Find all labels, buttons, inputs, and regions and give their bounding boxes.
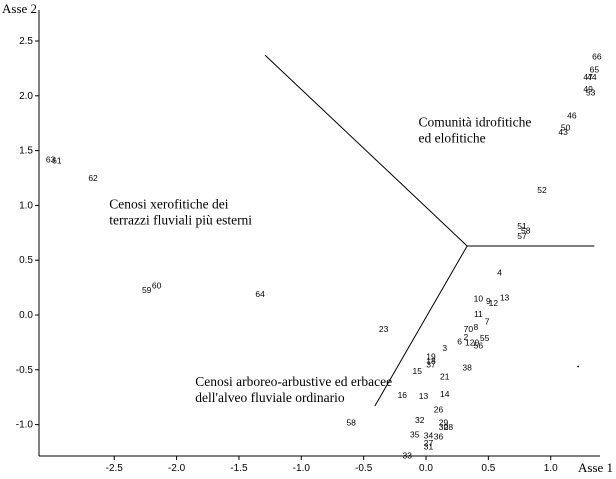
point-label: 53	[586, 88, 596, 98]
point-label: 47	[583, 72, 593, 82]
point-label: 51	[517, 221, 527, 231]
point-label: 3	[442, 343, 447, 353]
point-label: 19	[426, 352, 436, 362]
point-label: 23	[379, 324, 389, 334]
axis-ticks: -2.5 -2.0 -1.5 -1.0 -0.5 0.0 0.5 1.0 -1.0 -0.5 0.0…	[16, 36, 558, 474]
point-label: 15	[413, 366, 423, 376]
point-label: 13	[419, 391, 429, 401]
point-label: 28	[444, 422, 454, 432]
y-tick-label: 0.5	[19, 255, 33, 266]
point-label: 4	[497, 267, 502, 277]
point-label: 31	[424, 442, 434, 452]
point-label: 29	[439, 417, 449, 427]
x-tick-label: -1.5	[230, 463, 248, 474]
point-label: 33	[403, 450, 413, 460]
point-label: 7	[485, 317, 490, 327]
point-label: 57	[517, 231, 527, 241]
point-label: 27	[424, 438, 434, 448]
x-tick-label: 0.5	[481, 463, 495, 474]
point-label: 58	[521, 226, 531, 236]
point-label: 18	[426, 356, 436, 366]
point-label: 49	[583, 84, 593, 94]
point-label: 44	[587, 72, 597, 82]
point-label: 59	[142, 285, 152, 295]
point-label: 26	[434, 404, 444, 414]
point-label: 34	[424, 431, 434, 441]
point-label: 32	[415, 415, 425, 425]
y-tick-label: 2.5	[19, 36, 33, 47]
point-label: 56	[474, 341, 484, 351]
point-label: 70	[464, 324, 474, 334]
point-label: 35	[410, 429, 420, 439]
point-label: 11	[474, 309, 483, 319]
point-label: 58	[346, 417, 356, 427]
point-label: 52	[537, 185, 547, 195]
x-tick-label: -1.0	[293, 463, 311, 474]
point-label: 61	[52, 155, 62, 165]
group-separators	[264, 54, 595, 407]
point-label: 30	[439, 422, 449, 432]
y-tick-label: 1.5	[19, 146, 33, 157]
point-label: 9	[486, 296, 491, 306]
point-label: 6	[457, 336, 462, 346]
point-label: 13	[500, 292, 510, 302]
x-axis-label: Asse 1	[578, 460, 613, 475]
point-label: 16	[398, 390, 408, 400]
y-tick-label: 2.0	[19, 91, 33, 102]
point-label: 66	[592, 51, 602, 61]
x-tick-label: 0.0	[419, 463, 433, 474]
group-annotations: Comunità idrofitiche ed elofitiche Cenosi …	[109, 114, 531, 405]
point-label: 2	[464, 332, 469, 342]
group-annotation: Cenosi arboreo-arbustive ed erbacee dell'…	[195, 374, 392, 405]
point-label: 8	[474, 322, 479, 332]
x-tick-label: -2.0	[168, 463, 186, 474]
separator-line	[264, 54, 468, 247]
point-label: 37	[426, 359, 436, 369]
point-label: 62	[88, 173, 98, 183]
point-label: 64	[255, 289, 265, 299]
point-label: 50	[561, 123, 571, 133]
point-label: 38	[462, 363, 472, 373]
point-label: 36	[434, 432, 444, 442]
point-label: 63	[46, 154, 56, 164]
point-label: 55	[480, 333, 490, 343]
group-annotation: Cenosi xerofitiche dei terrazzi fluviali …	[109, 197, 252, 228]
x-tick-label: -0.5	[355, 463, 373, 474]
y-tick-label: 0.0	[19, 310, 33, 321]
point-dot	[577, 365, 580, 368]
group-annotation: Comunità idrofitiche ed elofitiche	[419, 114, 532, 145]
x-tick-label: 1.0	[544, 463, 558, 474]
point-label: 21	[440, 371, 450, 381]
y-tick-label: -1.0	[16, 420, 34, 431]
point-label: 60	[152, 280, 162, 290]
x-tick-label: -2.5	[106, 463, 124, 474]
point-label: 43	[558, 127, 568, 137]
point-label: 10	[474, 294, 484, 304]
separator-line	[374, 245, 468, 407]
point-label: 65	[590, 64, 600, 74]
point-label: 120	[465, 337, 479, 347]
y-tick-label: 1.0	[19, 200, 33, 211]
point-label: 46	[567, 111, 577, 121]
y-axis-label: Asse 2	[2, 1, 37, 16]
point-label: 14	[440, 389, 450, 399]
y-tick-label: -0.5	[16, 365, 34, 376]
point-label: 12	[489, 298, 499, 308]
